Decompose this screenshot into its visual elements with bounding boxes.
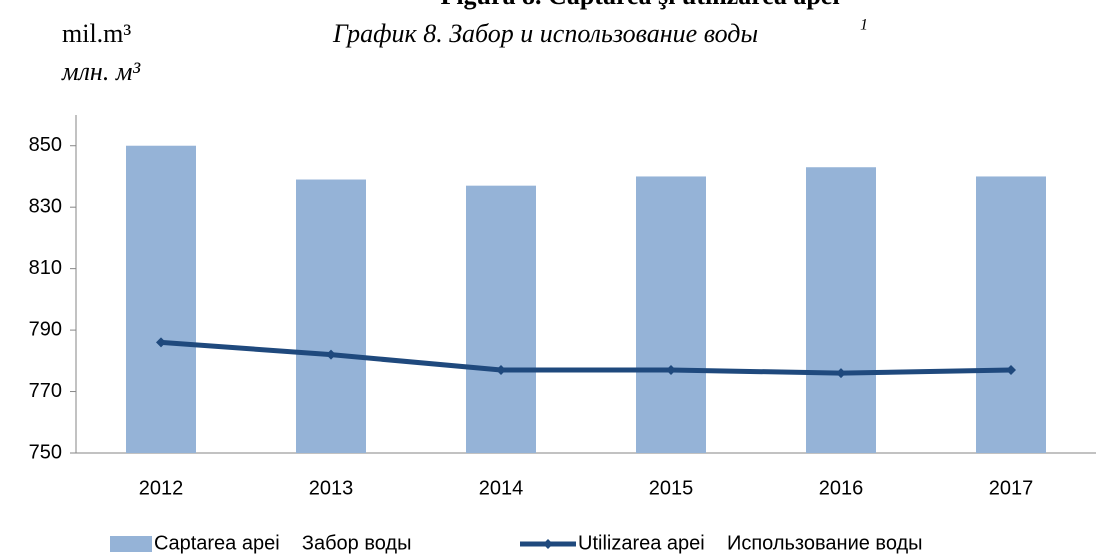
marker <box>1006 365 1016 376</box>
bar <box>636 176 706 454</box>
unit-label: mil.m³ <box>62 19 131 48</box>
x-tick-label: 2014 <box>479 477 524 499</box>
y-tick-label: 750 <box>29 441 62 463</box>
y-tick-label: 830 <box>29 195 62 217</box>
x-tick-label: 2017 <box>989 477 1034 499</box>
unit-label-ru: млн. м³ <box>61 57 141 86</box>
bar <box>296 179 366 453</box>
x-tick-label: 2015 <box>649 477 694 499</box>
y-tick-label: 850 <box>29 134 62 156</box>
marker <box>836 368 846 379</box>
legend-label: Utilizarea apei Использование воды <box>578 532 923 554</box>
y-tick-label: 810 <box>29 257 62 279</box>
legend-label: Captarea apei Забор воды <box>154 532 411 554</box>
chart-title: Figura 8. Captarea şi utilizarea apei <box>440 0 839 10</box>
marker <box>496 365 506 376</box>
subtitle-note: 1 <box>860 17 868 34</box>
x-tick-label: 2013 <box>309 477 354 499</box>
bar <box>806 167 876 453</box>
chart-subtitle: График 8. Забор и использование воды <box>332 19 758 48</box>
marker <box>156 337 166 348</box>
marker <box>666 365 676 376</box>
bar <box>976 176 1046 454</box>
bar <box>466 185 536 453</box>
marker <box>326 349 336 360</box>
x-tick-label: 2012 <box>139 477 184 499</box>
legend-marker <box>543 539 553 549</box>
line <box>160 339 1012 376</box>
y-tick-label: 790 <box>29 318 62 340</box>
y-tick-label: 770 <box>29 380 62 402</box>
x-tick-label: 2016 <box>819 477 864 499</box>
bar <box>126 145 196 453</box>
legend-swatch <box>110 536 152 552</box>
